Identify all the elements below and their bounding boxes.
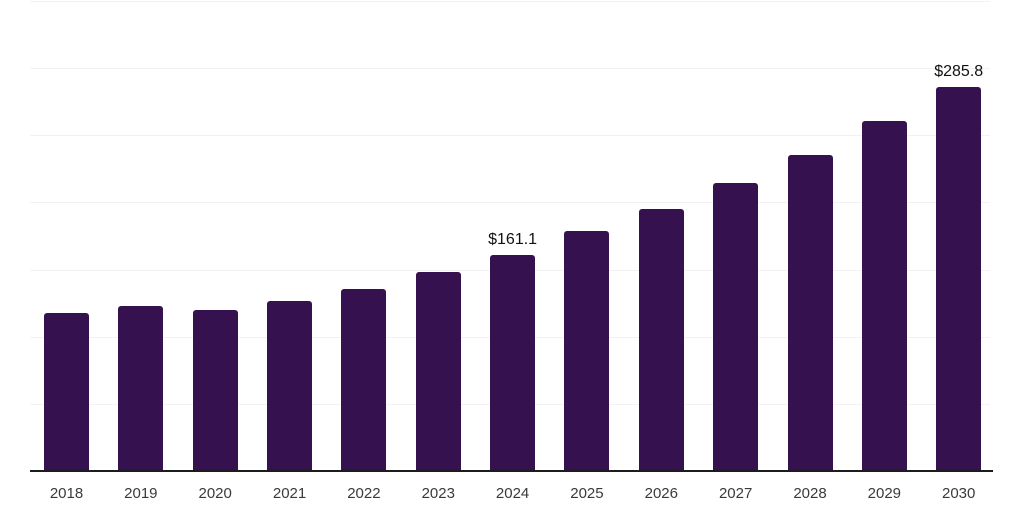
bar-2027[interactable] <box>713 183 759 471</box>
x-axis-line <box>30 470 993 472</box>
x-tick-label-2027: 2027 <box>718 485 753 502</box>
x-tick-label-2021: 2021 <box>272 485 307 502</box>
gridline <box>30 202 990 204</box>
bar-2028[interactable] <box>787 154 833 471</box>
x-tick-label-2030: 2030 <box>942 485 976 502</box>
x-tick-label-2020: 2020 <box>198 485 232 502</box>
bar-2023[interactable] <box>415 272 461 471</box>
bar-2018[interactable] <box>44 312 89 471</box>
x-tick-label-2029: 2029 <box>867 485 902 502</box>
data-label-2030: $285.8 <box>934 63 984 81</box>
x-tick-label-2026: 2026 <box>644 485 678 502</box>
x-tick-label-2025: 2025 <box>570 485 604 502</box>
plot-area: 2018 2019 2020 2021 2022 2023 2024 2025 2026 2027… <box>30 0 993 512</box>
bar-2020[interactable] <box>192 310 238 471</box>
bar-2022[interactable] <box>341 289 387 471</box>
x-tick-label-2022: 2022 <box>347 485 381 502</box>
bar-2025[interactable] <box>564 231 610 471</box>
x-tick-label-2023: 2023 <box>421 485 455 502</box>
data-label-2024: $161.1 <box>488 230 538 248</box>
bar-2024[interactable] <box>490 254 536 471</box>
bar-2030[interactable] <box>936 87 982 471</box>
gridline <box>30 68 990 70</box>
x-tick-label-2018: 2018 <box>49 485 84 502</box>
x-tick-label-2019: 2019 <box>124 485 158 502</box>
bar-2021[interactable] <box>267 301 313 471</box>
gridline <box>30 135 990 137</box>
x-tick-label-2028: 2028 <box>793 485 827 502</box>
bar-2026[interactable] <box>638 209 684 471</box>
x-tick-label-2024: 2024 <box>495 485 530 502</box>
bar-2029[interactable] <box>861 120 907 471</box>
bar-2019[interactable] <box>118 306 164 471</box>
gridline <box>30 1 990 2</box>
